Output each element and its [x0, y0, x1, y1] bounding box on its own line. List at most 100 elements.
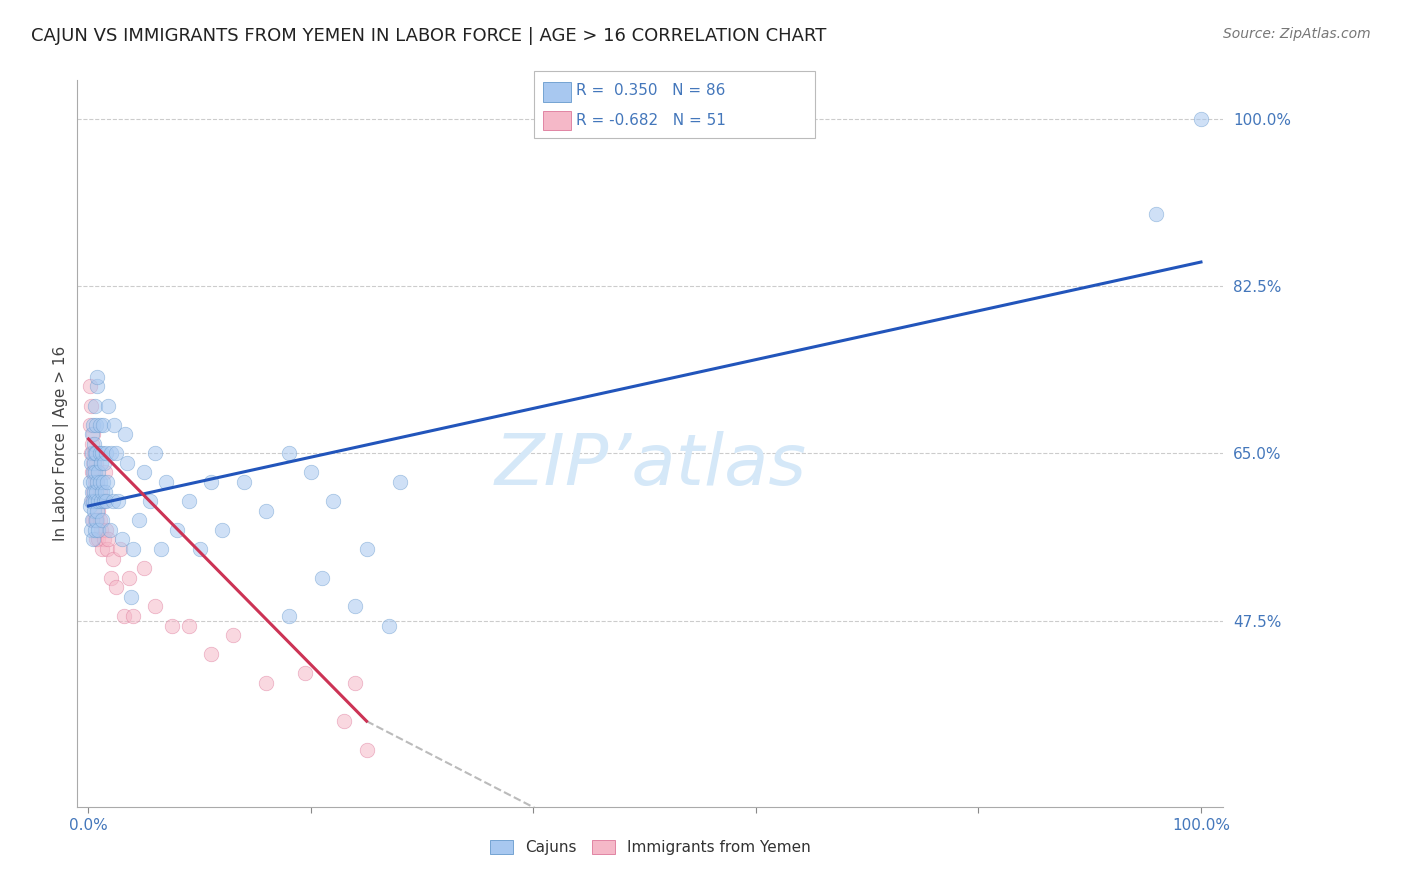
Point: [83, 466, 105, 480]
Point: [90, 523, 112, 537]
Point: [256, 676, 278, 690]
Point: [378, 618, 401, 632]
Point: [101, 551, 124, 566]
Point: [80, 484, 103, 499]
Point: [177, 494, 200, 508]
Point: [82, 427, 104, 442]
Point: [83, 456, 105, 470]
Point: [388, 475, 411, 489]
Point: [86, 475, 108, 489]
Point: [256, 504, 278, 518]
Point: [82, 456, 104, 470]
Point: [1189, 112, 1212, 126]
Point: [96, 475, 118, 489]
Point: [91, 417, 114, 432]
Point: [143, 446, 166, 460]
Point: [79, 523, 101, 537]
Point: [83, 484, 105, 499]
Point: [222, 628, 245, 642]
Point: [89, 446, 111, 460]
Point: [105, 580, 128, 594]
Point: [105, 446, 128, 460]
Point: [84, 475, 107, 489]
Point: [90, 484, 112, 499]
Text: R = -0.682   N = 51: R = -0.682 N = 51: [576, 113, 727, 128]
Point: [98, 523, 121, 537]
Point: [82, 533, 104, 547]
Point: [80, 427, 103, 442]
Point: [90, 541, 112, 556]
Point: [86, 504, 108, 518]
Point: [79, 399, 101, 413]
Point: [87, 504, 110, 518]
Point: [94, 466, 117, 480]
Point: [93, 456, 115, 470]
Point: [82, 466, 104, 480]
Point: [90, 456, 112, 470]
Text: ZIP’atlas: ZIP’atlas: [495, 431, 806, 500]
Point: [80, 436, 103, 450]
Point: [86, 475, 108, 489]
Point: [120, 590, 142, 604]
Point: [87, 466, 110, 480]
Point: [91, 494, 114, 508]
Point: [356, 743, 378, 757]
Point: [96, 494, 118, 508]
Point: [344, 676, 367, 690]
Point: [200, 475, 222, 489]
Point: [97, 399, 120, 413]
Point: [83, 494, 105, 508]
Point: [90, 446, 112, 460]
Point: [83, 504, 105, 518]
Legend: Cajuns, Immigrants from Yemen: Cajuns, Immigrants from Yemen: [484, 834, 817, 862]
Point: [299, 466, 322, 480]
Point: [103, 417, 125, 432]
Point: [143, 599, 166, 614]
Point: [89, 484, 111, 499]
Point: [84, 446, 107, 460]
Point: [79, 456, 101, 470]
Point: [277, 609, 299, 624]
Point: [82, 513, 104, 527]
Point: [96, 541, 118, 556]
Point: [86, 369, 108, 384]
Text: CAJUN VS IMMIGRANTS FROM YEMEN IN LABOR FORCE | AGE > 16 CORRELATION CHART: CAJUN VS IMMIGRANTS FROM YEMEN IN LABOR …: [31, 27, 827, 45]
Point: [82, 417, 104, 432]
Point: [84, 513, 107, 527]
Point: [100, 571, 122, 585]
Point: [84, 523, 107, 537]
Point: [87, 533, 110, 547]
Point: [83, 446, 105, 460]
Point: [166, 523, 188, 537]
Point: [84, 494, 107, 508]
Point: [160, 618, 183, 632]
Point: [114, 427, 136, 442]
Point: [84, 533, 107, 547]
Point: [80, 466, 103, 480]
Point: [84, 446, 107, 460]
Point: [80, 446, 103, 460]
Point: [84, 513, 107, 527]
Point: [93, 533, 115, 547]
Point: [132, 466, 155, 480]
Text: R =  0.350   N = 86: R = 0.350 N = 86: [576, 84, 725, 98]
Point: [79, 446, 101, 460]
Point: [188, 541, 211, 556]
Point: [84, 417, 107, 432]
Point: [96, 446, 118, 460]
Point: [89, 417, 111, 432]
Point: [82, 494, 104, 508]
Point: [122, 541, 145, 556]
Point: [211, 523, 233, 537]
Point: [1146, 207, 1168, 221]
Y-axis label: In Labor Force | Age > 16: In Labor Force | Age > 16: [53, 346, 69, 541]
Point: [90, 513, 112, 527]
Point: [132, 561, 155, 575]
Point: [122, 609, 145, 624]
Point: [84, 456, 107, 470]
Point: [277, 446, 299, 460]
Point: [100, 446, 122, 460]
Point: [87, 494, 110, 508]
Point: [117, 571, 139, 585]
Point: [91, 475, 114, 489]
